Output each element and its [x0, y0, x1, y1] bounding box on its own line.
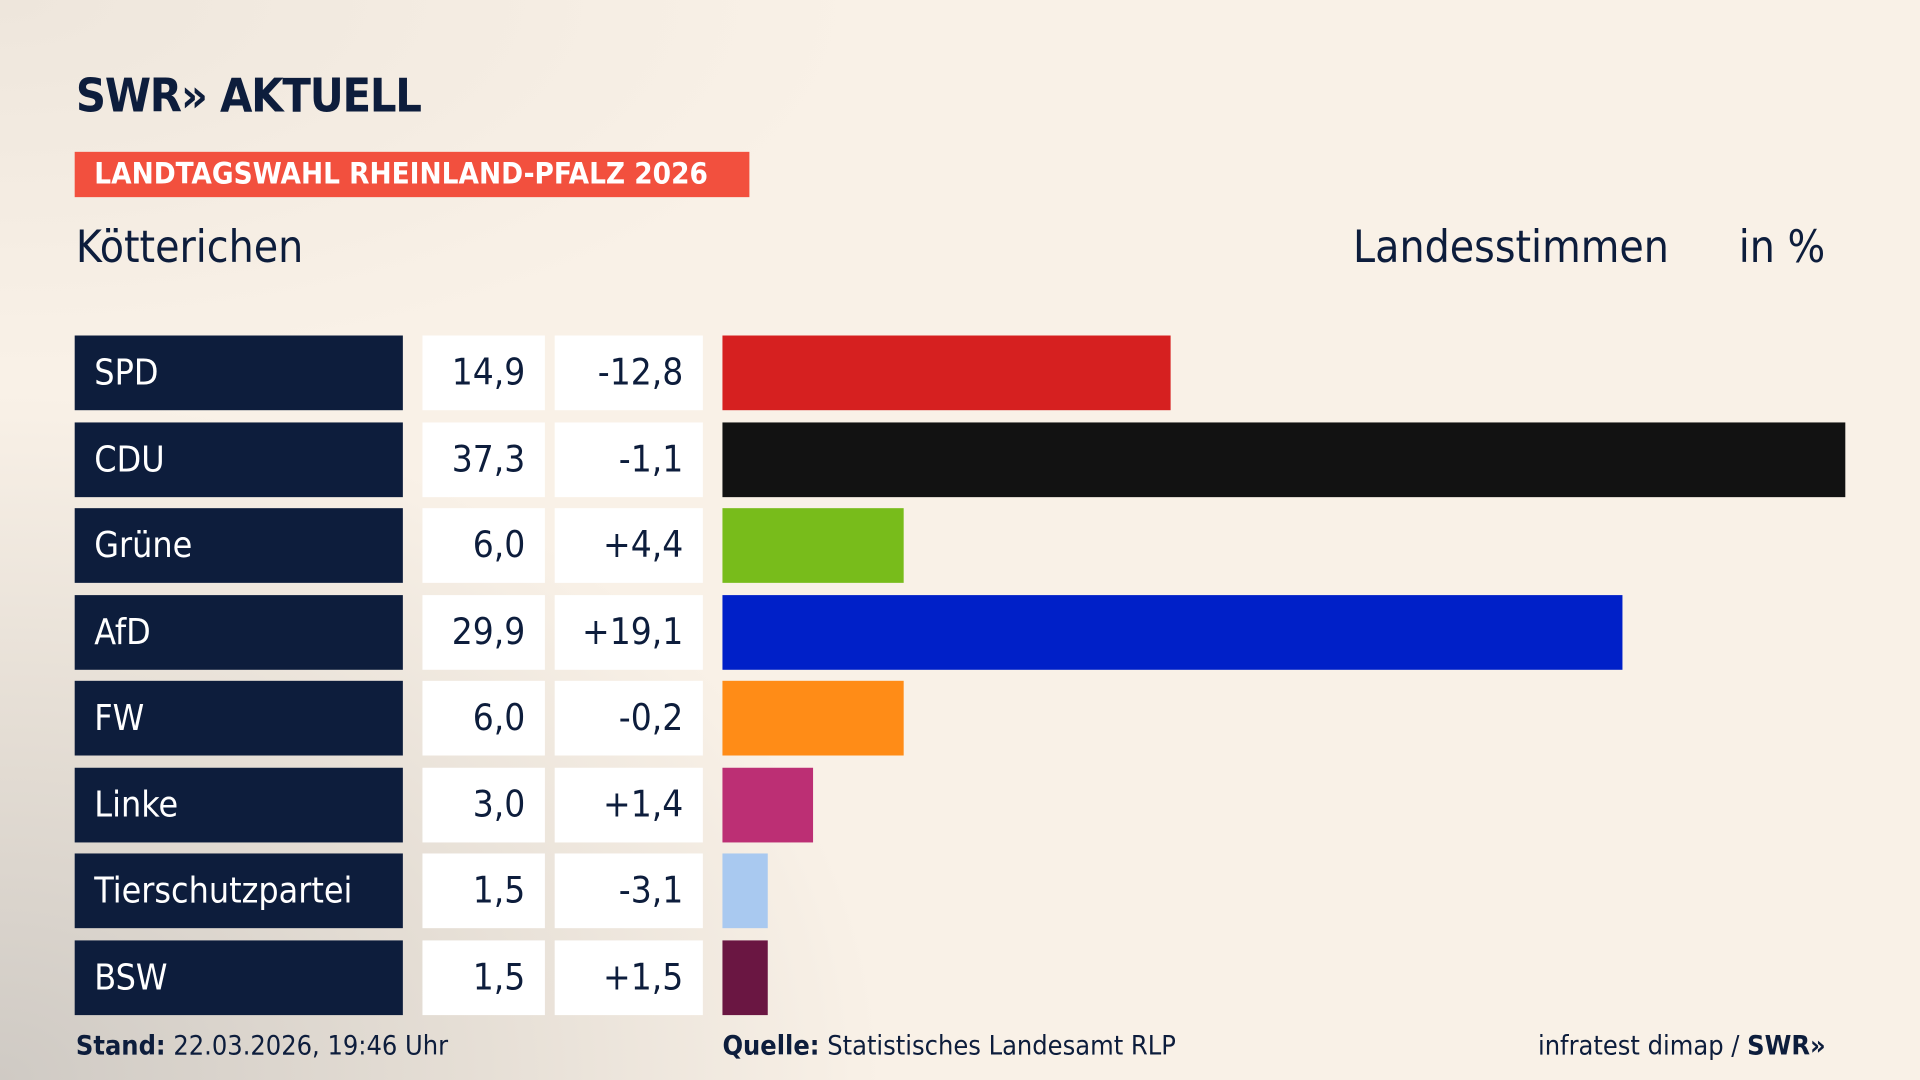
bar: [722, 508, 904, 583]
party-label: SPD: [74, 335, 403, 411]
timestamp: Stand: 22.03.2026, 19:46 Uhr: [76, 1031, 448, 1062]
value-label: 3,0: [422, 767, 545, 842]
diff-label: -3,1: [554, 853, 703, 929]
diff-label: +19,1: [554, 594, 703, 670]
bar: [722, 594, 1623, 670]
swr-logo: SWR»: [1747, 1031, 1826, 1062]
stand-value: 22.03.2026, 19:46 Uhr: [173, 1031, 449, 1062]
unit-label: in %: [1738, 222, 1826, 274]
result-row: BSW 1,5 +1,5: [0, 939, 1920, 1015]
party-label: Grüne: [74, 508, 403, 583]
source: Quelle: Statistisches Landesamt RLP: [722, 1031, 1175, 1062]
vote-type-label: Landesstimmen: [1353, 222, 1669, 274]
value-label: 6,0: [422, 508, 545, 583]
party-label: Tierschutzpartei: [74, 853, 403, 929]
party-label: BSW: [74, 939, 403, 1015]
credit: infratest dimap / SWR»: [1538, 1031, 1826, 1062]
value-label: 1,5: [422, 939, 545, 1015]
place-title: Kötterichen: [75, 222, 304, 274]
bar: [722, 680, 904, 756]
bar: [722, 767, 813, 842]
bar: [722, 853, 768, 929]
value-label: 37,3: [422, 421, 545, 497]
diff-label: -1,1: [554, 421, 703, 497]
value-label: 14,9: [422, 335, 545, 411]
diff-label: -12,8: [554, 335, 703, 411]
result-row: SPD 14,9 -12,8: [0, 335, 1920, 411]
result-row: Tierschutzpartei 1,5 -3,1: [0, 853, 1920, 929]
source-value: Statistisches Landesamt RLP: [827, 1031, 1176, 1062]
bar: [722, 939, 768, 1015]
diff-label: +1,5: [554, 939, 703, 1015]
result-row: Linke 3,0 +1,4: [0, 767, 1920, 842]
value-label: 29,9: [422, 594, 545, 670]
result-row: AfD 29,9 +19,1: [0, 594, 1920, 670]
source-label: Quelle:: [722, 1031, 820, 1062]
election-banner: LANDTAGSWAHL RHEINLAND-PFALZ 2026: [74, 151, 750, 198]
result-row: FW 6,0 -0,2: [0, 680, 1920, 756]
bar: [722, 421, 1846, 497]
party-label: AfD: [74, 594, 403, 670]
value-label: 1,5: [422, 853, 545, 929]
party-label: Linke: [74, 767, 403, 842]
party-label: FW: [74, 680, 403, 756]
party-label: CDU: [74, 421, 403, 497]
diff-label: +1,4: [554, 767, 703, 842]
result-row: Grüne 6,0 +4,4: [0, 508, 1920, 583]
result-row: CDU 37,3 -1,1: [0, 421, 1920, 497]
swr-aktuell-logo: SWR» AKTUELL: [75, 68, 422, 123]
bar: [722, 335, 1171, 411]
value-label: 6,0: [422, 680, 545, 756]
stand-label: Stand:: [75, 1031, 166, 1062]
credit-text: infratest dimap /: [1537, 1031, 1748, 1062]
diff-label: +4,4: [554, 508, 703, 583]
diff-label: -0,2: [554, 680, 703, 756]
